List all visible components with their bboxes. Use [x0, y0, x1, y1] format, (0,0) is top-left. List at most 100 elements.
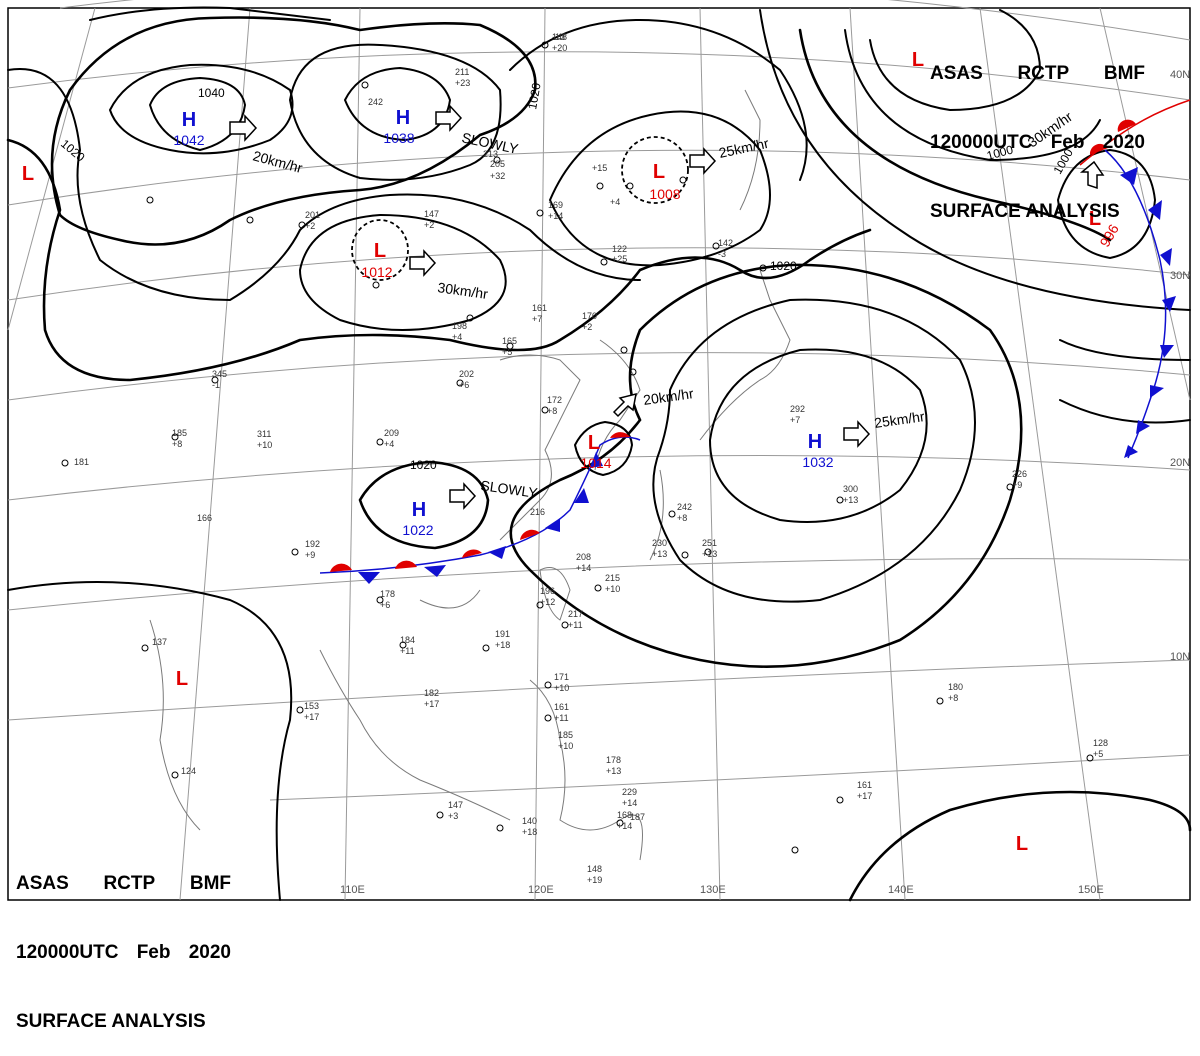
- station-value: +4: [452, 332, 462, 342]
- station-value: 230: [652, 538, 667, 548]
- station-value: 161: [857, 780, 872, 790]
- low-center-1: L: [374, 240, 386, 262]
- station-value: +18: [522, 827, 537, 837]
- station-plot-values: 148+20211+23242205+32213147+2201+2169+14…: [74, 32, 1108, 885]
- low-center-5: L: [22, 163, 34, 185]
- front-warm-east-markers: [1089, 119, 1136, 155]
- weather-map: H 1042 H 1038 H 1022 H 1032 L 1012 L 100…: [6, 0, 1192, 902]
- low-center-8: L: [912, 49, 924, 71]
- station-value: +2: [424, 220, 434, 230]
- station-value: +6: [380, 600, 390, 610]
- station-value: +6: [459, 380, 469, 390]
- station-value: 215: [605, 573, 620, 583]
- lon-label-120e: 120E: [528, 884, 554, 896]
- station-value: 217: [568, 609, 583, 619]
- station-value: +11: [554, 713, 569, 723]
- station-value: +7: [532, 314, 542, 324]
- lon-label-130e: 130E: [700, 884, 726, 896]
- station-value: 242: [368, 97, 383, 107]
- motion-arrows: [229, 104, 1105, 510]
- high-center-1: H: [182, 109, 196, 131]
- station-value: +11: [568, 620, 583, 630]
- header-title: SURFACE ANALYSIS: [930, 201, 1120, 222]
- high-center-4: H: [808, 431, 822, 453]
- lon-label-140e: 140E: [888, 884, 914, 896]
- station-value: +13: [843, 495, 858, 505]
- station-value: +14: [576, 563, 591, 573]
- station-value: +20: [552, 43, 567, 53]
- station-value: +13: [606, 766, 621, 776]
- lat-label-40n: 40N: [1170, 69, 1190, 81]
- high-center-2: H: [396, 107, 410, 129]
- station-value: +19: [587, 875, 602, 885]
- isobars: [6, 6, 1192, 902]
- station-value: 153: [304, 701, 319, 711]
- footer-code: BMF: [189, 873, 231, 894]
- station-value: +25: [612, 254, 627, 264]
- station-value: +17: [424, 699, 439, 709]
- high-center-4-value: 1032: [802, 454, 833, 470]
- motion-label-3: 30km/hr: [437, 279, 490, 302]
- isobar-label-1000-a: 1000: [985, 142, 1015, 163]
- lat-label-10n: 10N: [1170, 651, 1190, 663]
- map-frame: [7, 7, 1191, 901]
- station-value: 300: [843, 484, 858, 494]
- station-value: 182: [424, 688, 439, 698]
- station-value: 169: [548, 200, 563, 210]
- motion-label-6: 25km/hr: [873, 408, 926, 431]
- station-value: 191: [495, 629, 510, 639]
- station-value: +17: [304, 712, 319, 722]
- station-value: +4: [384, 439, 394, 449]
- station-value: 192: [305, 539, 320, 549]
- station-value: -3: [718, 249, 726, 259]
- isobar-label-1040: 1040: [198, 86, 225, 100]
- station-value: +14: [548, 211, 563, 221]
- station-value: +2: [582, 322, 592, 332]
- low-center-7: L: [1016, 833, 1028, 855]
- high-center-1-value: 1042: [173, 132, 204, 148]
- station-value: +8: [172, 439, 182, 449]
- footer-station: RCTP: [103, 873, 156, 894]
- station-value: 229: [622, 787, 637, 797]
- station-value: 226: [1012, 469, 1027, 479]
- station-value: +14: [617, 821, 632, 831]
- station-value: +13: [652, 549, 667, 559]
- station-value: 165: [502, 336, 517, 346]
- station-value: +10: [605, 584, 620, 594]
- header-top-right: ASAS RCTP BMF 120000UTC Feb 2020 SURFACE ANA…: [930, 16, 1145, 246]
- station-value: 345: [212, 369, 227, 379]
- lon-label-150e: 150E: [1078, 884, 1104, 896]
- station-value: 216: [530, 507, 545, 517]
- station-value: 311: [257, 429, 271, 439]
- station-value: 128: [1093, 738, 1108, 748]
- header-agency: ASAS: [930, 63, 983, 84]
- station-value: +5: [1093, 749, 1103, 759]
- station-value: 168: [617, 810, 632, 820]
- latitude-grid: [7, 0, 1191, 801]
- station-value: 198: [452, 321, 467, 331]
- station-value: +5: [502, 347, 512, 357]
- low-center-6: L: [176, 668, 188, 690]
- station-value: +9: [305, 550, 315, 560]
- station-value: +10: [558, 741, 573, 751]
- low-center-3: L: [588, 432, 600, 454]
- header-time: 120000UTC: [930, 132, 1033, 153]
- low-center-4: L: [1089, 208, 1101, 230]
- header-station: RCTP: [1017, 63, 1070, 84]
- station-value: +18: [495, 640, 510, 650]
- low-center-2: L: [653, 161, 665, 183]
- lat-label-30n: 30N: [1170, 270, 1190, 282]
- station-value: +2: [305, 221, 315, 231]
- footer-year: 2020: [188, 942, 231, 963]
- front-warm-markers: [330, 432, 630, 572]
- station-symbols: [61, 41, 1094, 854]
- isobar-label-1020-c: 1020: [770, 259, 797, 273]
- station-value: 205: [490, 159, 505, 169]
- high-center-2-value: 1038: [383, 130, 414, 146]
- station-value: 213: [483, 149, 498, 159]
- station-value: 184: [400, 635, 415, 645]
- station-value: 170: [582, 311, 597, 321]
- front-cold-east-markers: [1120, 167, 1176, 458]
- footer-title: SURFACE ANALYSIS: [16, 1011, 206, 1032]
- station-value: +23: [455, 78, 470, 88]
